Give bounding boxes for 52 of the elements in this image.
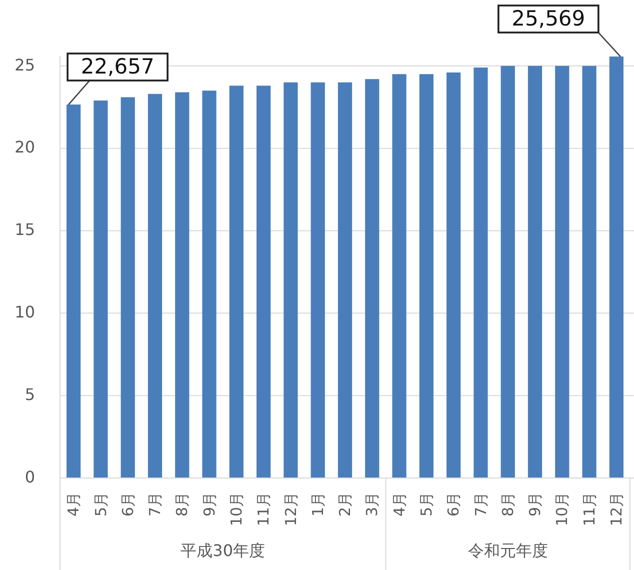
bar [419, 74, 434, 478]
y-tick-label: 10 [14, 302, 35, 322]
y-tick-label: 5 [24, 384, 35, 404]
bar [555, 66, 570, 478]
bar [284, 82, 298, 478]
bar [338, 82, 352, 478]
x-tick-label: 10月 [553, 492, 572, 526]
text: 25,569 [512, 6, 586, 31]
bar [582, 66, 596, 478]
x-tick-label: 4月 [64, 492, 83, 517]
y-tick-label: 20 [14, 138, 35, 157]
bar [609, 56, 624, 478]
y-tick-label: 15 [14, 220, 35, 240]
x-tick-label: 8月 [173, 492, 192, 517]
bar [175, 92, 190, 478]
bar [392, 74, 406, 478]
bar [229, 86, 244, 478]
x-tick-label: 2月 [336, 492, 354, 517]
x-tick-label: 1月 [308, 492, 327, 517]
x-tick-label: 7月 [472, 492, 490, 517]
y-tick-label: 25 [14, 55, 35, 74]
bar [500, 66, 515, 478]
bar [94, 100, 108, 478]
text: 令和元年度 [468, 541, 548, 560]
x-tick-label: 5月 [418, 492, 436, 517]
x-tick-label: 11月 [254, 492, 273, 526]
x-tick-label: 7月 [146, 492, 164, 517]
x-tick-label: 8月 [498, 492, 517, 517]
x-tick-label: 9月 [200, 492, 218, 517]
x-tick-label: 3月 [363, 492, 382, 517]
bar [66, 104, 81, 478]
text: 平成30年度 [180, 541, 266, 560]
bar [365, 79, 380, 478]
x-tick-label: 12月 [282, 492, 300, 526]
bar [120, 97, 135, 478]
x-tick-label: 6月 [444, 492, 463, 517]
y-tick-label: 0 [24, 467, 35, 486]
x-tick-label: 5月 [92, 492, 110, 517]
bar [148, 94, 162, 478]
x-tick-label: 12月 [608, 492, 626, 526]
bar [528, 66, 542, 478]
bar [202, 90, 216, 478]
x-tick-label: 9月 [526, 492, 544, 517]
x-tick-label: 11月 [580, 492, 598, 526]
x-tick-label: 6月 [118, 492, 137, 517]
bar [446, 72, 461, 478]
bar [310, 82, 325, 478]
annotation: 22,657 [80, 54, 154, 79]
bar [256, 86, 271, 478]
bar [474, 68, 488, 478]
x-tick-label: 10月 [228, 492, 246, 526]
x-tick-label: 4月 [390, 492, 408, 517]
